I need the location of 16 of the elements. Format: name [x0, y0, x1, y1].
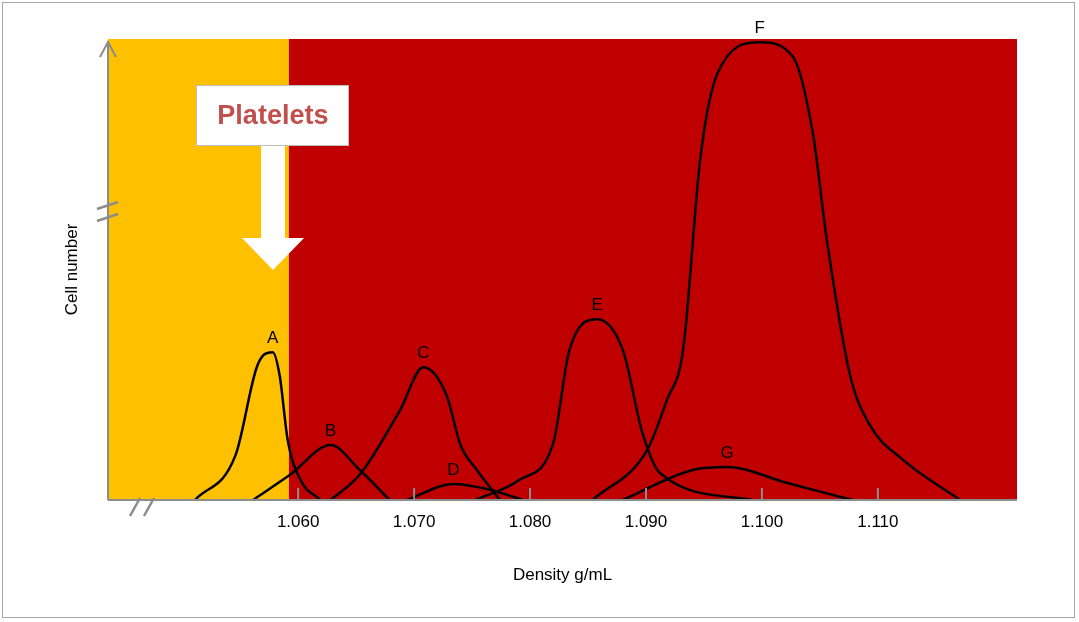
y-axis-title: Cell number [61, 223, 81, 316]
x-tick-label: 1.080 [508, 511, 552, 531]
x-tick-label: 1.070 [392, 511, 436, 531]
series-label: B [324, 421, 337, 441]
series-label: G [720, 443, 734, 463]
series-label: F [754, 18, 765, 38]
series-label: D [447, 460, 460, 480]
x-tick-label: 1.060 [276, 511, 320, 531]
series-label: A [266, 328, 279, 348]
x-tick-label: 1.100 [740, 511, 784, 531]
band-label: Platelets [196, 85, 350, 146]
series-label: E [591, 295, 603, 315]
x-tick-label: 1.090 [624, 511, 668, 531]
x-axis-title: Density g/mL [512, 565, 613, 585]
x-tick-label: 1.110 [857, 511, 899, 531]
series-label: C [417, 343, 430, 363]
